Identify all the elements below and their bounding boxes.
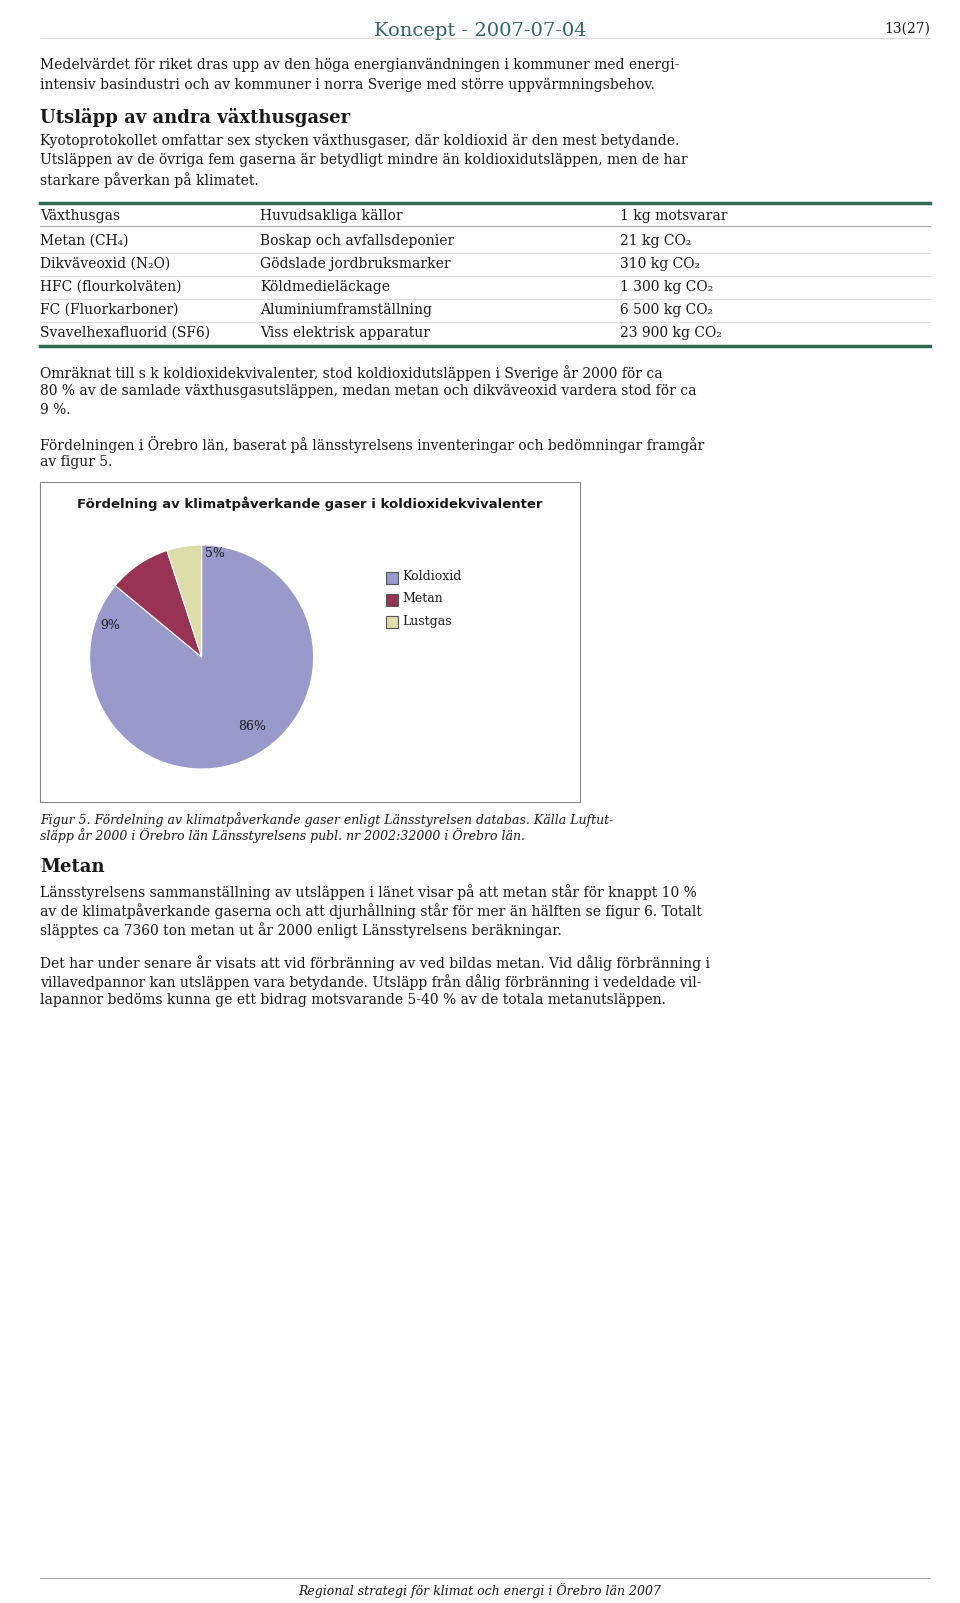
Text: Utsläppen av de övriga fem gaserna är betydligt mindre än koldioxidutsläppen, me: Utsläppen av de övriga fem gaserna är be… — [40, 152, 687, 167]
Text: Kyotoprotokollet omfattar sex stycken växthusgaser, där koldioxid är den mest be: Kyotoprotokollet omfattar sex stycken vä… — [40, 135, 680, 147]
Text: 1 300 kg CO₂: 1 300 kg CO₂ — [620, 281, 713, 293]
Text: 9 %.: 9 %. — [40, 402, 70, 417]
Text: 5%: 5% — [205, 548, 225, 561]
Text: Figur 5. Fördelning av klimatpåverkande gaser enligt Länsstyrelsen databas. Käll: Figur 5. Fördelning av klimatpåverkande … — [40, 813, 613, 827]
Text: 1 kg motsvarar: 1 kg motsvarar — [620, 208, 728, 223]
Text: Det har under senare år visats att vid förbränning av ved bildas metan. Vid dåli: Det har under senare år visats att vid f… — [40, 955, 710, 971]
Text: 21 kg CO₂: 21 kg CO₂ — [620, 234, 691, 248]
Text: villavedpannor kan utsläppen vara betydande. Utsläpp från dålig förbränning i ve: villavedpannor kan utsläppen vara betyda… — [40, 975, 702, 991]
Bar — [386, 616, 397, 628]
Text: Omräknat till s k koldioxidekvivalenter, stod koldioxidutsläppen i Sverige år 20: Omräknat till s k koldioxidekvivalenter,… — [40, 365, 662, 382]
Text: Växthusgas: Växthusgas — [40, 208, 120, 223]
Text: av figur 5.: av figur 5. — [40, 455, 112, 470]
Wedge shape — [115, 550, 202, 657]
Text: Boskap och avfallsdeponier: Boskap och avfallsdeponier — [260, 234, 454, 248]
Text: 80 % av de samlade växthusgasutsläppen, medan metan och dikväveoxid vardera stod: 80 % av de samlade växthusgasutsläppen, … — [40, 385, 697, 398]
Text: Dikväveoxid (N₂O): Dikväveoxid (N₂O) — [40, 256, 170, 271]
Wedge shape — [167, 545, 202, 657]
Text: 13(27): 13(27) — [884, 22, 930, 35]
Text: 86%: 86% — [238, 720, 266, 733]
Text: Metan: Metan — [402, 593, 444, 606]
Text: Koldioxid: Koldioxid — [402, 571, 462, 583]
Text: FC (Fluorkarboner): FC (Fluorkarboner) — [40, 303, 179, 317]
Text: 23 900 kg CO₂: 23 900 kg CO₂ — [620, 325, 722, 340]
Text: Utsläpp av andra växthusgaser: Utsläpp av andra växthusgaser — [40, 107, 350, 127]
Text: Gödslade jordbruksmarker: Gödslade jordbruksmarker — [260, 256, 450, 271]
Text: 6 500 kg CO₂: 6 500 kg CO₂ — [620, 303, 713, 317]
Text: av de klimatpåverkande gaserna och att djurhållning står för mer än hälften se f: av de klimatpåverkande gaserna och att d… — [40, 902, 702, 919]
Text: Aluminiumframställning: Aluminiumframställning — [260, 303, 432, 317]
Bar — [386, 572, 397, 583]
Bar — [40, 483, 580, 802]
Text: Fördelning av klimatpåverkande gaser i koldioxidekvivalenter: Fördelning av klimatpåverkande gaser i k… — [77, 495, 542, 511]
Text: Metan: Metan — [40, 858, 105, 875]
Bar — [386, 595, 397, 606]
Text: Svavelhexafluorid (SF6): Svavelhexafluorid (SF6) — [40, 325, 210, 340]
Text: Koncept - 2007-07-04: Koncept - 2007-07-04 — [373, 22, 587, 40]
Text: Medelvärdet för riket dras upp av den höga energianvändningen i kommuner med ene: Medelvärdet för riket dras upp av den hö… — [40, 58, 680, 72]
Text: släpptes ca 7360 ton metan ut år 2000 enligt Länsstyrelsens beräkningar.: släpptes ca 7360 ton metan ut år 2000 en… — [40, 922, 562, 938]
Text: Köldmedieläckage: Köldmedieläckage — [260, 281, 390, 293]
Text: Lustgas: Lustgas — [402, 614, 452, 627]
Text: 9%: 9% — [100, 619, 120, 632]
Text: HFC (flourkolväten): HFC (flourkolväten) — [40, 281, 181, 293]
Text: Fördelningen i Örebro län, baserat på länsstyrelsens inventeringar och bedömning: Fördelningen i Örebro län, baserat på lä… — [40, 436, 705, 454]
Text: Regional strategi för klimat och energi i Örebro län 2007: Regional strategi för klimat och energi … — [299, 1584, 661, 1598]
Text: Länsstyrelsens sammanställning av utsläppen i länet visar på att metan står för : Länsstyrelsens sammanställning av utsläp… — [40, 883, 697, 899]
Text: intensiv basindustri och av kommuner i norra Sverige med större uppvärmningsbeho: intensiv basindustri och av kommuner i n… — [40, 79, 655, 91]
Text: släpp år 2000 i Örebro län Länsstyrelsens publ. nr 2002:32000 i Örebro län.: släpp år 2000 i Örebro län Länsstyrelsen… — [40, 829, 525, 843]
Text: Viss elektrisk apparatur: Viss elektrisk apparatur — [260, 325, 430, 340]
Text: lapannor bedöms kunna ge ett bidrag motsvarande 5-40 % av de totala metanutsläpp: lapannor bedöms kunna ge ett bidrag mots… — [40, 992, 666, 1007]
Wedge shape — [89, 545, 314, 769]
Text: 310 kg CO₂: 310 kg CO₂ — [620, 256, 700, 271]
Text: Metan (CH₄): Metan (CH₄) — [40, 234, 129, 248]
Text: Huvudsakliga källor: Huvudsakliga källor — [260, 208, 402, 223]
Text: starkare påverkan på klimatet.: starkare påverkan på klimatet. — [40, 172, 258, 188]
